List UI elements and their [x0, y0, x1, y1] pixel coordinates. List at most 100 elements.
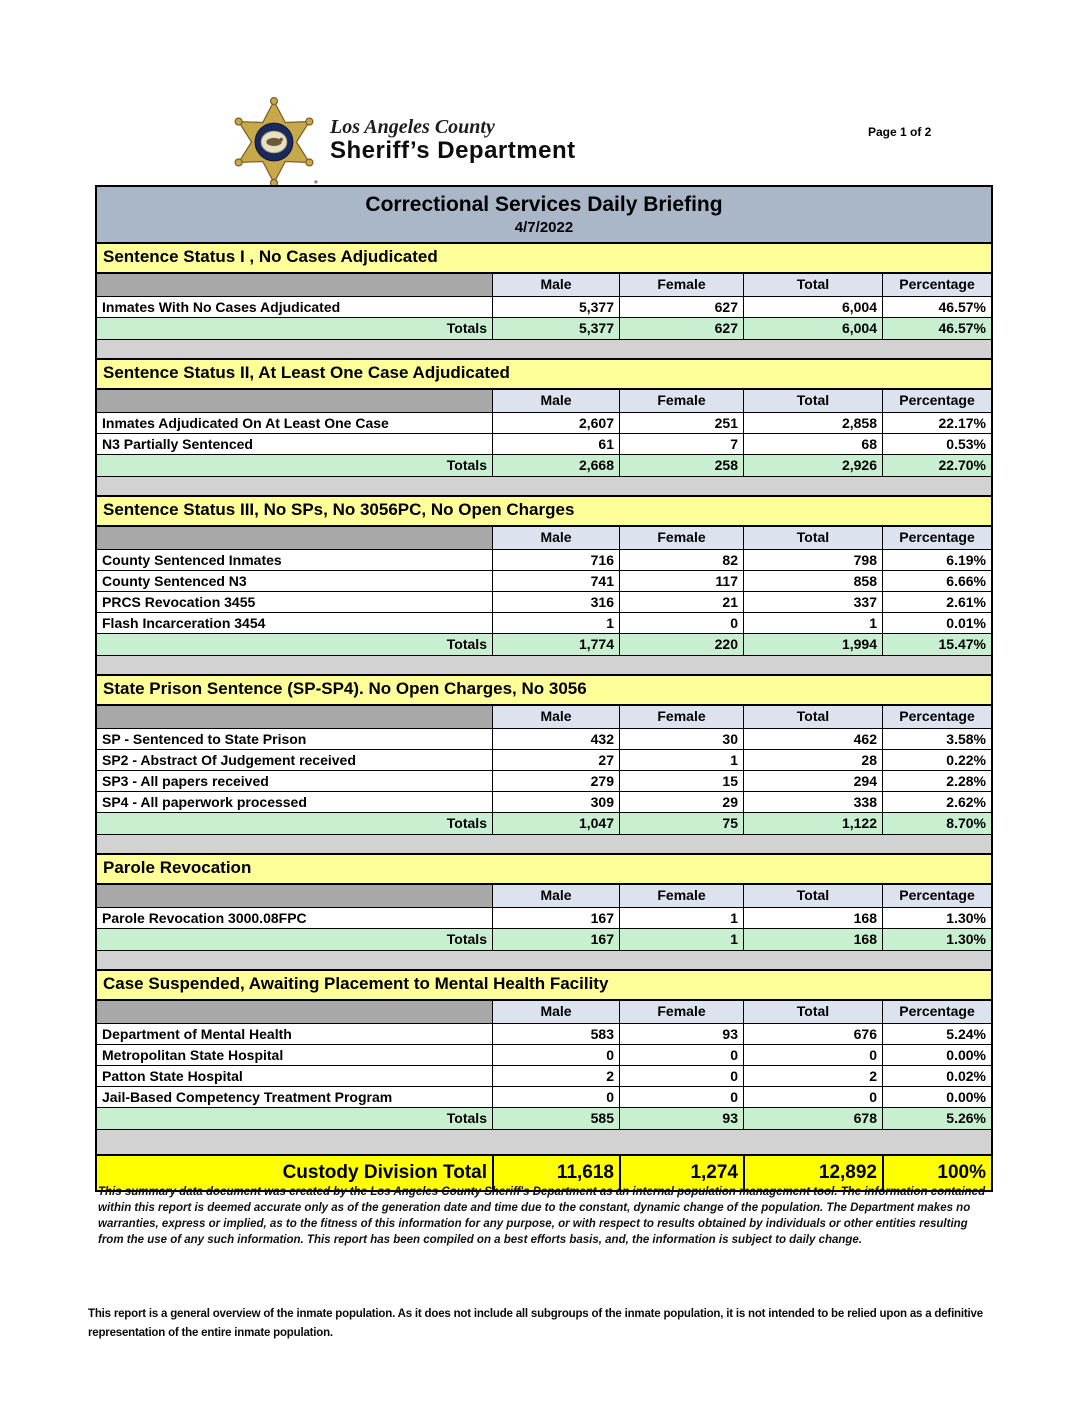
- section-divider: [97, 834, 991, 853]
- total-total: 168: [743, 929, 882, 950]
- section-case-suspended-mental-health: Case Suspended, Awaiting Placement to Me…: [97, 969, 991, 1129]
- row-label: PRCS Revocation 3455: [102, 594, 256, 610]
- column-header-total: Total: [743, 706, 882, 728]
- agency-name-line1: Los Angeles County: [330, 115, 495, 138]
- female-value: 0: [619, 1066, 743, 1086]
- total-grand-total: 12,892: [743, 1156, 882, 1190]
- column-header-total: Total: [743, 885, 882, 907]
- female-total: 93: [619, 1108, 743, 1129]
- column-header-female: Female: [619, 706, 743, 728]
- female-total: 258: [619, 455, 743, 476]
- percentage-value: 0.22%: [882, 750, 991, 770]
- column-header-blank: [97, 1001, 492, 1023]
- column-header-percentage: Percentage: [882, 274, 991, 296]
- row-label: Flash Incarceration 3454: [102, 615, 266, 631]
- row-label: Inmates Adjudicated On At Least One Case: [102, 415, 389, 431]
- section-state-prison-sentence: State Prison Sentence (SP-SP4). No Open …: [97, 674, 991, 834]
- table-row: Flash Incarceration 3454 1 0 1 0.01%: [97, 612, 991, 633]
- percentage-value: 0.00%: [882, 1045, 991, 1065]
- column-header-male: Male: [492, 274, 619, 296]
- total-value: 28: [743, 750, 882, 770]
- row-label: County Sentenced N3: [102, 573, 247, 589]
- percentage-total: 1.30%: [882, 929, 991, 950]
- male-total: 1,047: [492, 813, 619, 834]
- total-total: 1,994: [743, 634, 882, 655]
- female-value: 0: [619, 613, 743, 633]
- percentage-value: 2.62%: [882, 792, 991, 812]
- male-value: 2,607: [492, 413, 619, 433]
- total-value: 2,858: [743, 413, 882, 433]
- column-header-row: Male Female Total Percentage: [97, 706, 991, 728]
- total-value: 2: [743, 1066, 882, 1086]
- column-header-row: Male Female Total Percentage: [97, 274, 991, 296]
- female-total: 220: [619, 634, 743, 655]
- percentage-value: 3.58%: [882, 729, 991, 749]
- section-title: Sentence Status II, At Least One Case Ad…: [97, 358, 991, 390]
- male-value: 2: [492, 1066, 619, 1086]
- female-total: 1: [619, 929, 743, 950]
- custody-division-total-label: Custody Division Total: [282, 1162, 487, 1183]
- male-value: 0: [492, 1087, 619, 1107]
- totals-label: Totals: [446, 1110, 487, 1126]
- male-value: 309: [492, 792, 619, 812]
- table-row: Inmates With No Cases Adjudicated 5,377 …: [97, 296, 991, 317]
- totals-label: Totals: [446, 320, 487, 336]
- table-row: Parole Revocation 3000.08FPC 167 1 168 1…: [97, 907, 991, 928]
- table-row: N3 Partially Sentenced 61 7 68 0.53%: [97, 433, 991, 454]
- row-label: SP4 - All paperwork processed: [102, 794, 307, 810]
- female-value: 251: [619, 413, 743, 433]
- male-value: 432: [492, 729, 619, 749]
- percentage-value: 0.00%: [882, 1087, 991, 1107]
- percentage-total: 22.70%: [882, 455, 991, 476]
- percentage-value: 6.19%: [882, 550, 991, 570]
- column-header-female: Female: [619, 274, 743, 296]
- table-row: County Sentenced Inmates 716 82 798 6.19…: [97, 549, 991, 570]
- column-header-percentage: Percentage: [882, 885, 991, 907]
- row-label: Parole Revocation 3000.08FPC: [102, 910, 307, 926]
- male-value: 583: [492, 1024, 619, 1044]
- disclaimer-text: This summary data document was created b…: [98, 1186, 986, 1246]
- section-title: Sentence Status I , No Cases Adjudicated: [97, 244, 991, 274]
- male-total: 585: [492, 1108, 619, 1129]
- totals-row: Totals 585 93 678 5.26%: [97, 1107, 991, 1129]
- column-header-percentage: Percentage: [882, 706, 991, 728]
- percentage-value: 46.57%: [882, 297, 991, 317]
- row-label: Department of Mental Health: [102, 1026, 292, 1042]
- table-row: SP4 - All paperwork processed 309 29 338…: [97, 791, 991, 812]
- male-value: 741: [492, 571, 619, 591]
- percentage-total: 15.47%: [882, 634, 991, 655]
- female-value: 1: [619, 750, 743, 770]
- female-value: 117: [619, 571, 743, 591]
- totals-row: Totals 2,668 258 2,926 22.70%: [97, 454, 991, 476]
- section-title: Sentence Status III, No SPs, No 3056PC, …: [97, 495, 991, 527]
- female-value: 21: [619, 592, 743, 612]
- percentage-value: 0.53%: [882, 434, 991, 454]
- section-parole-revocation: Parole Revocation Male Female Total Perc…: [97, 853, 991, 950]
- totals-row: Totals 167 1 168 1.30%: [97, 928, 991, 950]
- column-header-total: Total: [743, 1001, 882, 1023]
- section-title: Parole Revocation: [97, 853, 991, 885]
- total-value: 6,004: [743, 297, 882, 317]
- male-total: 2,668: [492, 455, 619, 476]
- row-label: Patton State Hospital: [102, 1068, 243, 1084]
- column-header-total: Total: [743, 390, 882, 412]
- table-row: Jail-Based Competency Treatment Program …: [97, 1086, 991, 1107]
- column-header-blank: [97, 527, 492, 549]
- column-header-female: Female: [619, 1001, 743, 1023]
- female-value: 82: [619, 550, 743, 570]
- column-header-percentage: Percentage: [882, 1001, 991, 1023]
- percentage-total: 5.26%: [882, 1108, 991, 1129]
- female-value: 93: [619, 1024, 743, 1044]
- report-title: Correctional Services Daily Briefing: [365, 193, 723, 216]
- column-header-male: Male: [492, 706, 619, 728]
- column-header-male: Male: [492, 527, 619, 549]
- agency-name: Los Angeles County Sheriff’s Department: [330, 116, 576, 169]
- totals-label: Totals: [446, 636, 487, 652]
- column-header-percentage: Percentage: [882, 390, 991, 412]
- column-header-blank: [97, 274, 492, 296]
- male-value: 61: [492, 434, 619, 454]
- custody-division-total-row: Custody Division Total 11,618 1,274 12,8…: [97, 1154, 991, 1190]
- female-value: 29: [619, 792, 743, 812]
- section-divider: [97, 655, 991, 674]
- report-date: 4/7/2022: [514, 219, 574, 236]
